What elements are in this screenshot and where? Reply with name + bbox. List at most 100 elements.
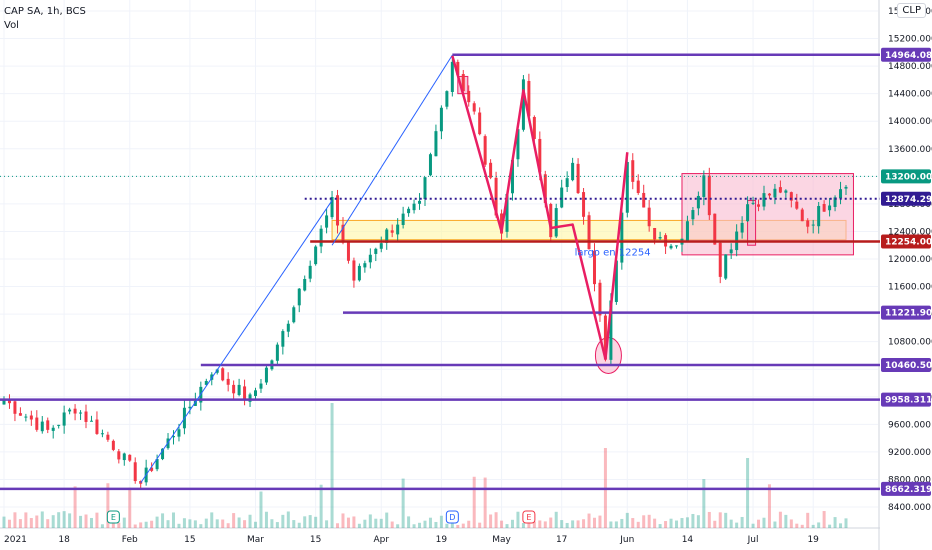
time-tick: 15	[184, 535, 195, 545]
volume-bar	[166, 520, 170, 528]
volume-bar	[341, 513, 345, 528]
candle-body	[13, 401, 17, 414]
candle-body	[620, 212, 624, 263]
candle-body	[363, 263, 367, 268]
candle-body	[111, 440, 115, 450]
candle-body	[292, 307, 296, 323]
candle-body	[314, 246, 318, 265]
volume-bar	[122, 517, 126, 528]
volume-bar	[237, 517, 241, 528]
candle-body	[746, 204, 750, 222]
volume-bar	[614, 521, 618, 528]
event-marker-label: E	[111, 513, 116, 522]
volume-bar	[177, 523, 181, 528]
candle-body	[817, 205, 821, 227]
volume-bar	[51, 515, 55, 528]
candle-body	[325, 215, 329, 228]
candle-body	[128, 454, 132, 461]
volume-bar	[254, 521, 258, 528]
volume-bar	[625, 512, 629, 528]
volume-bar	[401, 478, 405, 528]
time-tick: 17	[556, 535, 567, 545]
volume-bar	[385, 512, 389, 528]
volume-bar	[89, 517, 93, 528]
candle-body	[434, 131, 438, 157]
volume-bar	[483, 477, 487, 528]
candle-body	[489, 162, 493, 178]
time-axis[interactable]: 2021 18 Feb 15 Mar 15 Apr 19 May 17 Jun 14 Jul 19	[4, 535, 819, 545]
candle-body	[751, 202, 755, 204]
candle-body	[653, 228, 657, 240]
candle-body	[598, 282, 602, 316]
volume-bar	[297, 522, 301, 528]
drawings: largo en 12254 E D E	[106, 54, 651, 524]
candle-body	[215, 369, 219, 373]
annotation-label: largo en 12254	[575, 248, 651, 259]
price-axis[interactable]: 15600.00015200.00014800.00014400.0001400…	[888, 7, 932, 513]
candle-body	[565, 178, 569, 188]
volume-bar	[565, 522, 569, 528]
volume-bar	[35, 515, 39, 528]
volume-bar	[79, 515, 83, 528]
volume-bar	[647, 514, 651, 528]
volume-bar	[718, 512, 722, 528]
time-tick: Mar	[247, 535, 264, 545]
price-tick: 10800.000	[888, 338, 932, 348]
candle-body	[374, 248, 378, 254]
volume-bar	[281, 514, 285, 528]
candle-body	[346, 241, 350, 261]
volume-bar	[308, 515, 312, 528]
volume-bar	[751, 523, 755, 528]
volume-bar	[680, 518, 684, 528]
candle-body	[79, 412, 83, 414]
price-tick: 12000.000	[888, 255, 932, 265]
time-tick: May	[492, 535, 511, 545]
volume-bar	[188, 519, 192, 528]
candle-body	[226, 378, 230, 385]
candle-body	[603, 315, 607, 360]
volume-bar	[57, 512, 61, 528]
candle-body	[576, 163, 580, 194]
candle-body	[445, 91, 449, 107]
volume-bar	[286, 511, 290, 528]
candle-body	[647, 207, 651, 227]
candle-body	[423, 177, 427, 200]
volume-bar	[587, 513, 591, 528]
candle-body	[232, 384, 236, 394]
volume-bar	[84, 514, 88, 528]
candle-body	[675, 245, 679, 247]
price-tick: 9200.000	[888, 448, 931, 458]
price-tick: 15200.000	[888, 35, 932, 45]
price-tag-label: 8662.319	[885, 485, 932, 495]
volume-bar	[68, 513, 72, 528]
volume-bar	[275, 522, 279, 528]
price-tick: 13600.000	[888, 145, 932, 155]
price-tick: 9600.000	[888, 420, 931, 430]
currency-button[interactable]: CLP	[897, 3, 926, 18]
price-tick: 8800.000	[888, 475, 931, 485]
volume-bar	[592, 517, 596, 528]
volume-bar	[336, 523, 340, 528]
volume-bar	[133, 524, 137, 528]
price-tag	[881, 47, 931, 62]
candle-body	[713, 213, 717, 245]
candle-body	[281, 331, 285, 347]
volume-bar	[357, 523, 361, 528]
candle-body	[631, 160, 635, 182]
candle-body	[472, 103, 476, 112]
volume-bar	[598, 515, 602, 528]
volume-bar	[62, 511, 66, 528]
volume-bar	[675, 520, 679, 528]
volume-bar	[516, 511, 520, 528]
volume-bar	[46, 519, 50, 528]
volume-bar	[773, 521, 777, 528]
candle-body	[806, 220, 810, 227]
candle-body	[396, 224, 400, 235]
volume-bar	[144, 521, 148, 528]
volume-bar	[117, 522, 121, 528]
symbol-title[interactable]: CAP SA, 1h, BCS	[4, 6, 86, 17]
candle-body	[275, 344, 279, 361]
volume-bar	[839, 523, 843, 528]
